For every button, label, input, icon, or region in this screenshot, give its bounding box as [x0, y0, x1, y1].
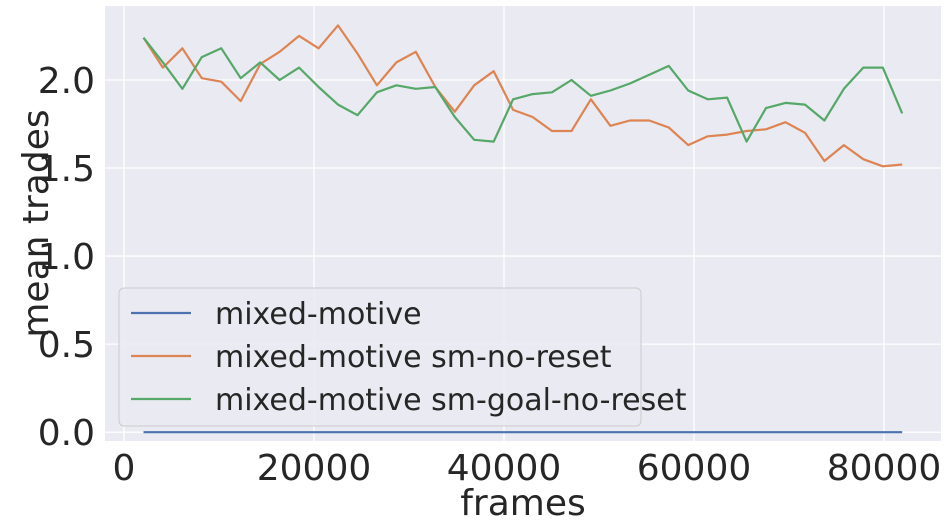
x-tick-label: 20000	[257, 448, 372, 489]
series-line-2	[142, 24, 903, 168]
y-tick-label: 1.0	[38, 237, 95, 278]
x-tick-label: 80000	[827, 448, 942, 489]
y-axis-ticks: 0.0 0.5 1.0 1.5 2.0	[38, 61, 95, 454]
y-tick-label: 2.0	[38, 61, 95, 102]
x-tick-label: 0	[113, 448, 136, 489]
y-tick-label: 1.5	[38, 149, 95, 190]
x-tick-label: 60000	[637, 448, 752, 489]
x-axis-title: frames	[460, 483, 586, 524]
legend-label-2: mixed-motive sm-no-reset	[215, 340, 612, 375]
legend: mixed-motive mixed-motive sm-no-reset mixe…	[118, 287, 687, 427]
y-tick-label: 0.5	[38, 325, 95, 366]
x-axis-ticks: 0 20000 40000 60000 80000	[113, 448, 942, 489]
y-axis-title: mean trades	[16, 109, 57, 337]
legend-label-1: mixed-motive	[215, 297, 422, 332]
legend-box	[118, 287, 642, 427]
x-tick-label: 40000	[447, 448, 562, 489]
series-lines	[142, 24, 904, 434]
y-tick-label: 0.0	[38, 413, 95, 454]
series-line-3	[142, 37, 904, 143]
legend-label-3: mixed-motive sm-goal-no-reset	[215, 383, 687, 418]
